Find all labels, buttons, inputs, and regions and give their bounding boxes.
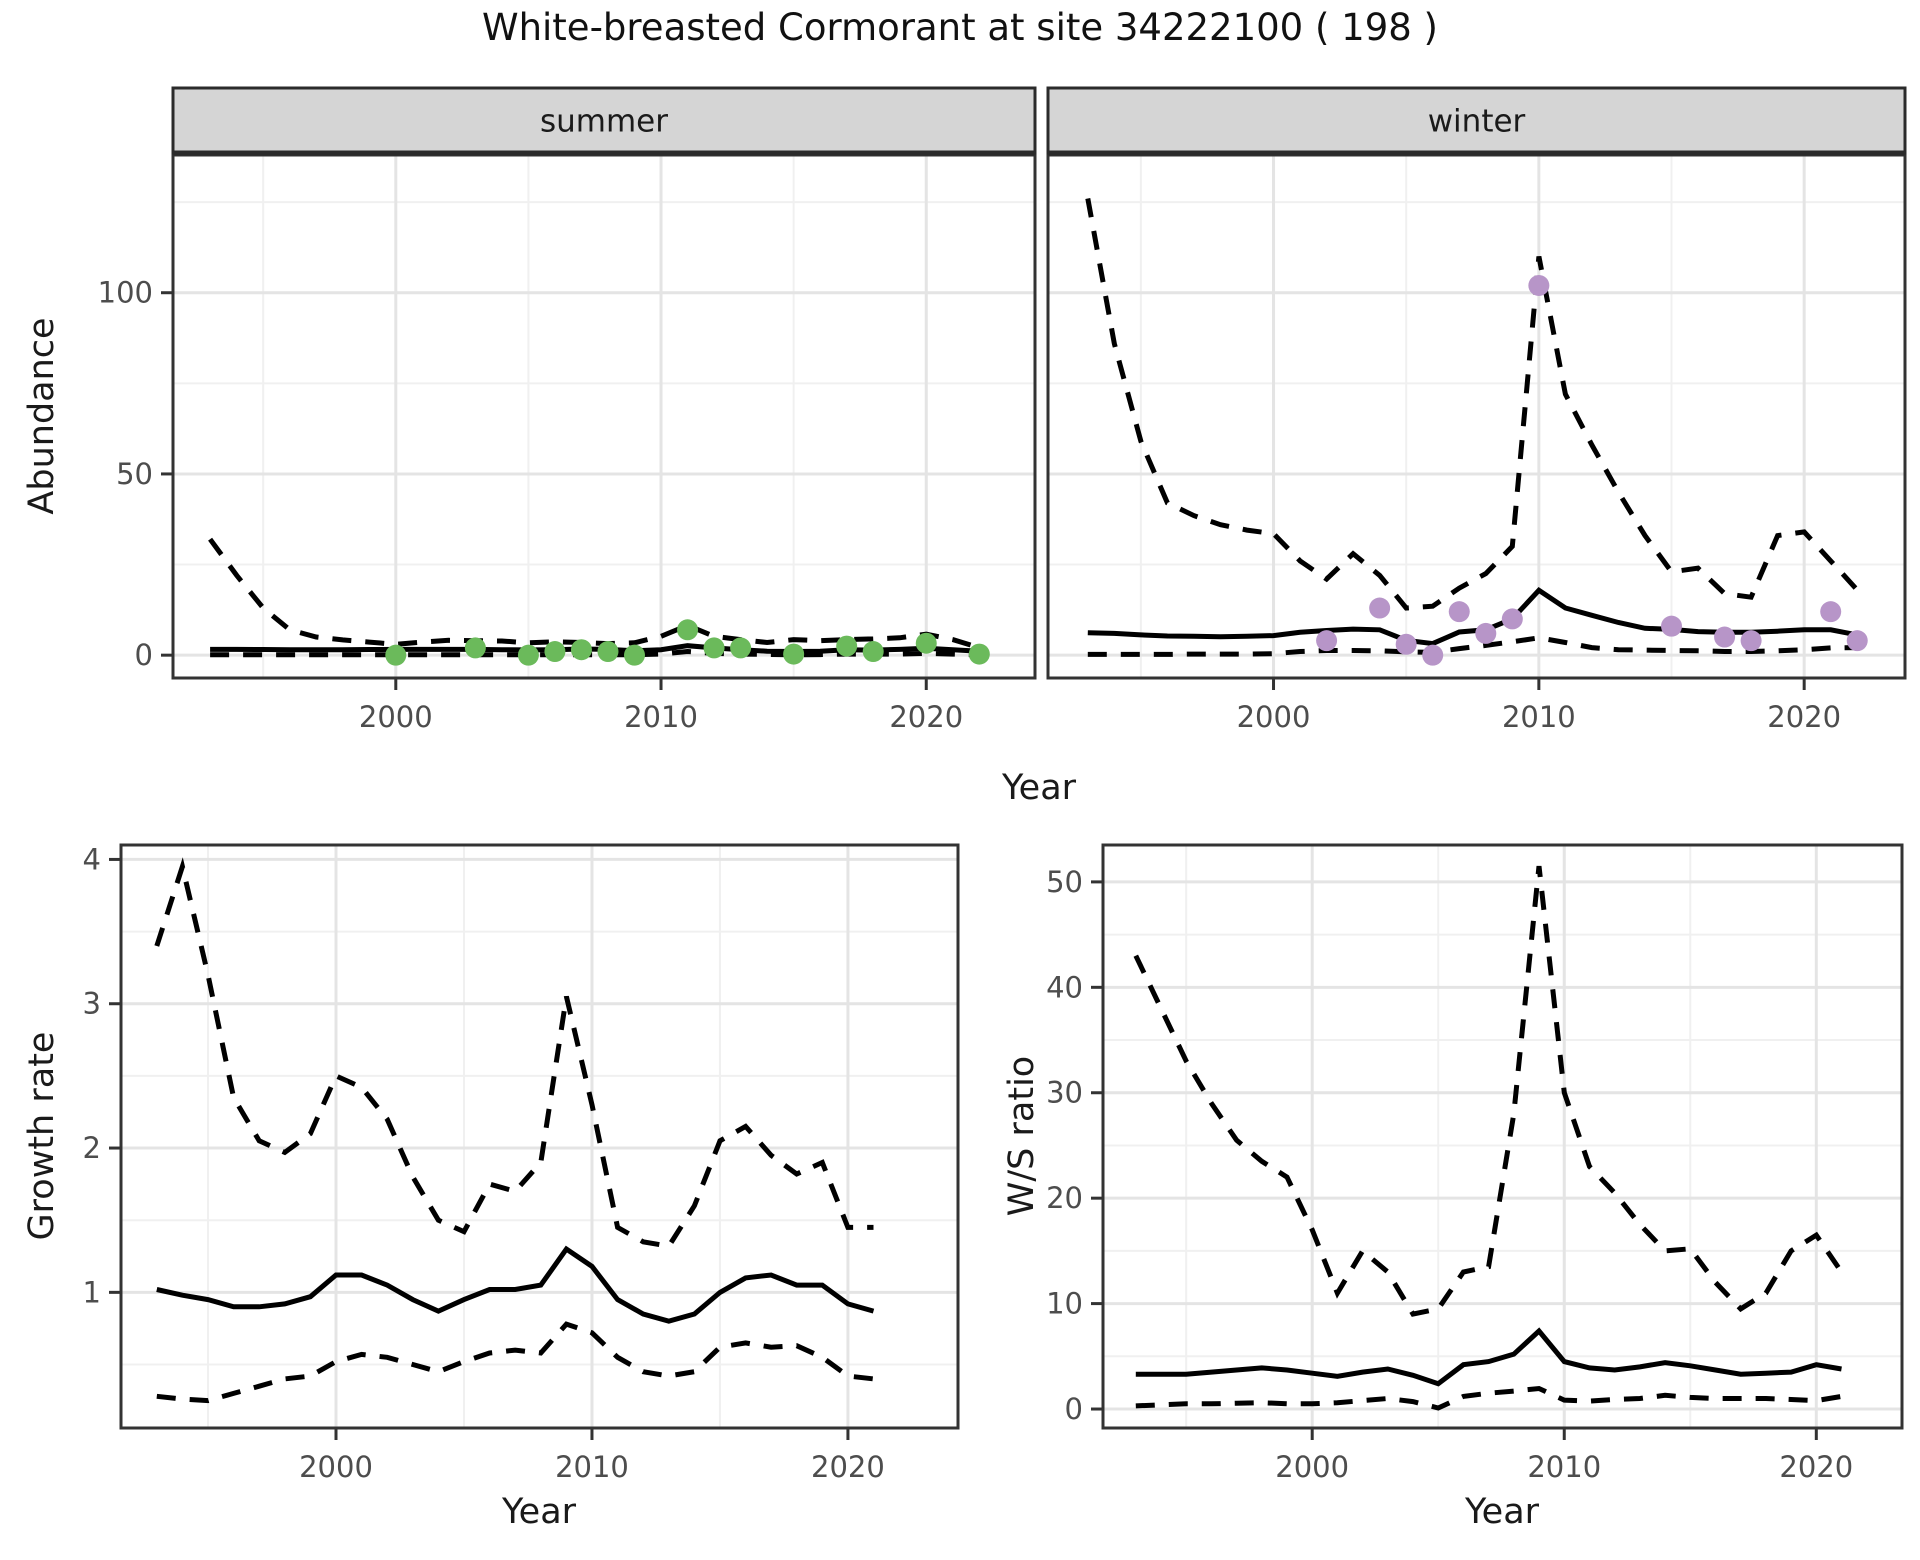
summer-data-point xyxy=(915,632,937,654)
winter-data-point xyxy=(1448,601,1470,623)
y-axis-title-ws: W/S ratio xyxy=(1002,1055,1042,1217)
facet-strip-label: summer xyxy=(540,104,668,140)
y-tick-label: 3 xyxy=(83,987,101,1021)
y-tick-label: 40 xyxy=(1046,970,1083,1004)
summer-data-point xyxy=(968,643,990,665)
y-tick-label: 1 xyxy=(83,1275,101,1309)
x-tick-label: 2020 xyxy=(1767,700,1841,734)
y-tick-label: 0 xyxy=(135,638,153,672)
x-tick-label: 2000 xyxy=(359,700,433,734)
panel-border xyxy=(119,843,960,1430)
y-tick-label: 4 xyxy=(83,842,101,876)
panel-border xyxy=(1101,843,1904,1430)
winter-data-point xyxy=(1846,630,1868,652)
panel-background xyxy=(173,155,1035,678)
y-axis-title-growth: Growth rate xyxy=(22,1031,62,1241)
summer-data-point xyxy=(836,635,858,657)
summer-data-point xyxy=(517,644,539,666)
winter-data-point xyxy=(1661,615,1683,637)
y-tick-label: 50 xyxy=(116,457,153,491)
y-tick-label: 100 xyxy=(98,276,153,310)
facet-strip xyxy=(171,86,1037,155)
summer-data-point xyxy=(464,637,486,659)
winter-data-point xyxy=(1316,630,1338,652)
x-axis-title-year-ws: Year xyxy=(1464,1492,1540,1532)
winter-data-point xyxy=(1369,597,1391,619)
facet-strip xyxy=(1046,86,1907,155)
ws-median-line xyxy=(1135,1327,1842,1387)
x-tick-label: 2000 xyxy=(1275,1450,1349,1484)
summer-upper-ci-line xyxy=(208,537,981,650)
winter-upper-ci-line xyxy=(1085,198,1860,611)
y-tick-label: 0 xyxy=(1065,1392,1083,1426)
y-tick-label: 2 xyxy=(83,1131,101,1165)
summer-data-point xyxy=(544,641,566,663)
x-tick-label: 2010 xyxy=(1502,700,1576,734)
growth-median-line xyxy=(156,1245,875,1324)
summer-data-point xyxy=(570,639,592,661)
panel-summer: 2000 2010 2020 0 50 100 summer xyxy=(98,86,1037,734)
summer-data-point xyxy=(862,641,884,663)
x-tick-label: 2000 xyxy=(299,1450,373,1484)
facet-strip-label: winter xyxy=(1428,104,1526,140)
x-tick-label: 2010 xyxy=(1527,1450,1601,1484)
panel-growth: 2000 2010 2020 1 2 3 4 xyxy=(83,842,960,1484)
winter-data-point xyxy=(1422,644,1444,666)
x-axis-title-year-top: Year xyxy=(1001,768,1077,808)
summer-data-point xyxy=(624,644,646,666)
ws-upper-ci-line xyxy=(1133,865,1844,1317)
growth-lower-ci-line xyxy=(156,1321,874,1404)
winter-data-point xyxy=(1820,601,1842,623)
winter-data-point xyxy=(1395,633,1417,655)
y-tick-label: 30 xyxy=(1046,1076,1083,1110)
x-tick-label: 2010 xyxy=(555,1450,629,1484)
winter-data-point xyxy=(1528,274,1550,296)
winter-data-point xyxy=(1501,608,1523,630)
summer-data-point xyxy=(597,641,619,663)
x-tick-label: 2020 xyxy=(889,700,963,734)
y-axis-title-abundance: Abundance xyxy=(22,317,62,515)
summer-data-point xyxy=(677,619,699,641)
panel-winter: 2000 2010 2020 winter xyxy=(1046,86,1907,734)
summer-data-point xyxy=(730,637,752,659)
panel-background xyxy=(1103,845,1902,1428)
panel-background xyxy=(121,845,958,1428)
y-tick-label: 50 xyxy=(1046,865,1083,899)
panel-background xyxy=(1048,155,1905,678)
winter-data-point xyxy=(1740,630,1762,652)
winter-data-point xyxy=(1475,622,1497,644)
winter-lower-ci-line xyxy=(1087,635,1858,657)
winter-data-point xyxy=(1714,626,1736,648)
x-tick-label: 2020 xyxy=(811,1450,885,1484)
chart-title: White-breasted Cormorant at site 3422210… xyxy=(481,6,1438,49)
summer-data-point xyxy=(783,643,805,665)
y-tick-label: 20 xyxy=(1046,1181,1083,1215)
ws-lower-ci-line xyxy=(1135,1385,1842,1411)
summer-data-point xyxy=(703,637,725,659)
x-tick-label: 2010 xyxy=(624,700,698,734)
y-tick-label: 10 xyxy=(1046,1287,1083,1321)
x-tick-label: 2000 xyxy=(1237,700,1311,734)
x-axis-title-year-growth: Year xyxy=(501,1492,577,1532)
x-tick-label: 2020 xyxy=(1779,1450,1853,1484)
panel-ws: 2000 2010 2020 0 10 20 30 40 50 xyxy=(1046,843,1904,1484)
summer-data-point xyxy=(385,644,407,666)
